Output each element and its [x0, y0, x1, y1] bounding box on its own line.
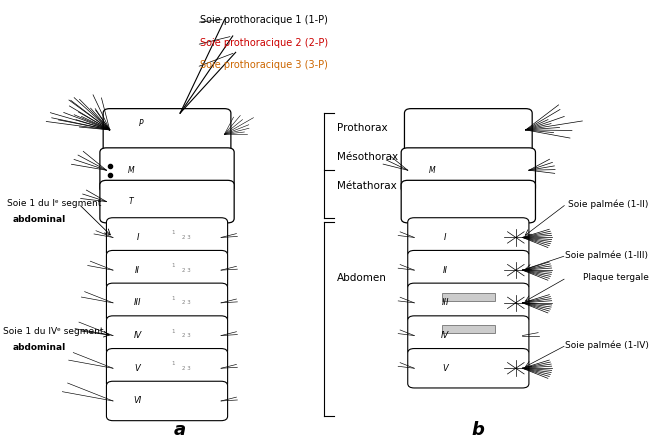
- FancyBboxPatch shape: [407, 283, 529, 323]
- Text: Soie palmée (1-III): Soie palmée (1-III): [565, 250, 648, 260]
- Text: IV: IV: [134, 331, 141, 340]
- Text: b: b: [472, 421, 485, 439]
- Text: abdominal: abdominal: [13, 343, 66, 352]
- Text: I: I: [136, 233, 139, 242]
- Text: Prothorax: Prothorax: [337, 123, 388, 133]
- Text: 1: 1: [172, 328, 176, 334]
- Text: Mésothorax: Mésothorax: [337, 152, 398, 162]
- Text: 2 3: 2 3: [182, 267, 191, 273]
- FancyBboxPatch shape: [407, 250, 529, 290]
- FancyBboxPatch shape: [401, 148, 536, 193]
- FancyBboxPatch shape: [106, 283, 228, 323]
- FancyBboxPatch shape: [103, 109, 231, 160]
- FancyBboxPatch shape: [100, 148, 234, 193]
- Text: 1: 1: [172, 296, 176, 301]
- Text: 2 3: 2 3: [182, 366, 191, 371]
- Text: Abdomen: Abdomen: [337, 273, 387, 283]
- Text: Soie prothoracique 1 (1-P): Soie prothoracique 1 (1-P): [200, 15, 328, 25]
- Text: 1: 1: [172, 361, 176, 366]
- FancyBboxPatch shape: [404, 109, 532, 160]
- Text: abdominal: abdominal: [13, 215, 66, 224]
- Text: T: T: [128, 197, 134, 206]
- FancyBboxPatch shape: [407, 349, 529, 388]
- Text: a: a: [174, 421, 186, 439]
- Text: III: III: [134, 298, 141, 307]
- Text: III: III: [441, 298, 449, 307]
- Text: 1: 1: [172, 230, 176, 236]
- Text: 1: 1: [172, 263, 176, 268]
- Text: V: V: [443, 364, 448, 373]
- Text: V: V: [135, 364, 140, 373]
- Text: 2 3: 2 3: [182, 235, 191, 240]
- Text: 2 3: 2 3: [182, 333, 191, 338]
- Text: Soie prothoracique 2 (2-P): Soie prothoracique 2 (2-P): [200, 38, 328, 47]
- Text: IV: IV: [441, 331, 449, 340]
- Text: Métathorax: Métathorax: [337, 181, 397, 191]
- Text: P: P: [138, 119, 143, 128]
- FancyBboxPatch shape: [106, 349, 228, 388]
- Text: I: I: [444, 233, 447, 242]
- Text: Plaque tergale: Plaque tergale: [582, 273, 648, 282]
- Text: VI: VI: [134, 396, 141, 405]
- Text: M: M: [128, 166, 134, 175]
- FancyBboxPatch shape: [106, 250, 228, 290]
- Bar: [442, 293, 495, 301]
- Text: II: II: [135, 266, 140, 275]
- Text: II: II: [443, 266, 448, 275]
- Text: Soie palmée (1-II): Soie palmée (1-II): [568, 199, 648, 209]
- FancyBboxPatch shape: [401, 180, 536, 223]
- Bar: [442, 325, 495, 333]
- FancyBboxPatch shape: [106, 316, 228, 355]
- Text: Soie palmée (1-IV): Soie palmée (1-IV): [565, 340, 648, 350]
- FancyBboxPatch shape: [106, 218, 228, 257]
- Text: Soie 1 du IVᵉ segment: Soie 1 du IVᵉ segment: [3, 327, 103, 336]
- Text: Soie prothoracique 3 (3-P): Soie prothoracique 3 (3-P): [200, 60, 328, 70]
- Text: Soie 1 du Iᵉ segment: Soie 1 du Iᵉ segment: [7, 199, 101, 208]
- FancyBboxPatch shape: [100, 180, 234, 223]
- FancyBboxPatch shape: [106, 381, 228, 421]
- FancyBboxPatch shape: [407, 218, 529, 257]
- Text: M: M: [429, 166, 436, 175]
- Text: 2 3: 2 3: [182, 300, 191, 306]
- FancyBboxPatch shape: [407, 316, 529, 355]
